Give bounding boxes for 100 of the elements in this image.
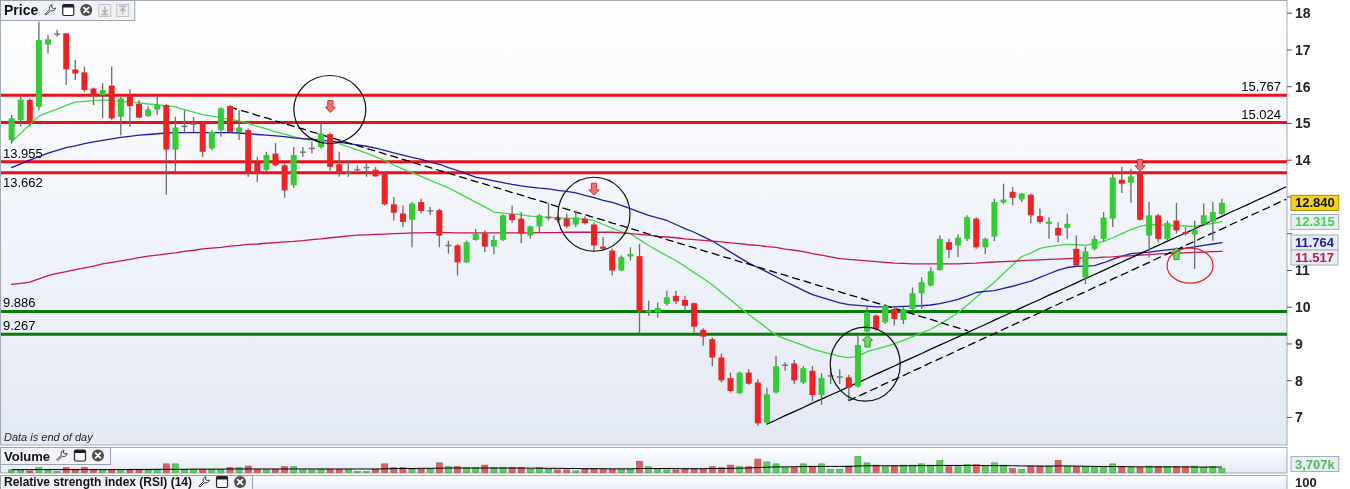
- candlestick: [955, 233, 962, 258]
- candlestick: [454, 243, 461, 277]
- candlestick: [72, 59, 79, 81]
- bar: [1009, 468, 1016, 473]
- candlestick: [172, 116, 179, 173]
- candlestick: [891, 306, 898, 327]
- bar: [699, 469, 707, 473]
- candlestick: [709, 336, 716, 368]
- candlestick: [208, 129, 215, 151]
- candlestick: [1146, 201, 1153, 258]
- bar: [1118, 466, 1126, 473]
- y-tick-label: 10: [1295, 299, 1311, 316]
- text: 100: [1295, 475, 1317, 489]
- ref-line-label: 9.886: [3, 295, 36, 311]
- bar: [1200, 467, 1208, 473]
- bar: [563, 469, 571, 473]
- candlestick: [272, 142, 279, 168]
- bar: [144, 469, 152, 473]
- candlestick: [1100, 211, 1107, 242]
- candlestick: [791, 359, 798, 385]
- text: 12.840: [1295, 195, 1335, 211]
- candlestick: [1118, 166, 1125, 194]
- bar: [554, 469, 561, 473]
- bar: [636, 461, 643, 473]
- candlestick: [399, 204, 406, 228]
- candlestick: [1209, 201, 1216, 242]
- candlestick: [609, 248, 616, 277]
- candlestick: [682, 295, 689, 313]
- ref-line-label: 15.024: [1241, 106, 1281, 122]
- candlestick: [672, 290, 679, 305]
- candlestick: [318, 122, 325, 150]
- bar: [827, 469, 834, 473]
- bar: [17, 469, 25, 473]
- candlestick: [1064, 213, 1071, 240]
- candlestick: [336, 151, 343, 178]
- text: 11.764: [1295, 235, 1335, 251]
- bar: [991, 462, 998, 473]
- y-tick-label: 18: [1295, 5, 1311, 22]
- candlestick: [1046, 216, 1053, 240]
- annotation: Data is end of day: [4, 431, 95, 443]
- bar: [754, 458, 762, 473]
- candlestick: [1055, 221, 1062, 243]
- bar: [1091, 467, 1098, 473]
- bar: [1100, 467, 1107, 473]
- text: 12.315: [1295, 214, 1335, 230]
- text: 3,707k: [1295, 456, 1336, 472]
- ref-line-label: 13.662: [3, 174, 43, 190]
- candlestick: [53, 29, 61, 38]
- candlestick: [800, 365, 807, 385]
- y-tick-label: 15: [1295, 115, 1311, 132]
- bar: [408, 469, 416, 473]
- candlestick: [1127, 168, 1134, 204]
- candlestick: [964, 214, 971, 242]
- candlestick: [463, 240, 470, 264]
- candlestick: [509, 204, 516, 224]
- bar: [1073, 466, 1080, 473]
- bar: [945, 466, 953, 473]
- bar: [1136, 467, 1144, 473]
- candlestick: [26, 97, 33, 128]
- candlestick: [909, 286, 916, 312]
- text: Relative strength index (RSI) (14): [4, 475, 193, 489]
- candlestick: [591, 222, 598, 253]
- candlestick: [1200, 202, 1207, 228]
- candlestick: [818, 372, 825, 406]
- candlestick: [845, 374, 852, 402]
- bar: [836, 469, 844, 473]
- bar: [936, 460, 944, 473]
- y-tick-label: 14: [1295, 152, 1311, 169]
- candlestick: [45, 34, 52, 54]
- candlestick: [390, 196, 397, 222]
- candlestick: [727, 371, 734, 394]
- bar: [417, 469, 425, 473]
- candlestick: [581, 215, 588, 226]
- candlestick: [927, 266, 934, 288]
- candlestick: [1036, 208, 1043, 225]
- y-tick-label: 8: [1295, 372, 1303, 389]
- bar: [299, 469, 307, 473]
- bar: [891, 465, 898, 473]
- bar: [654, 469, 662, 473]
- y-tick-label: 9: [1295, 335, 1303, 352]
- candlestick: [600, 236, 607, 252]
- y-tick-label: 17: [1295, 41, 1311, 58]
- bar: [8, 469, 15, 473]
- bar: [1018, 469, 1026, 473]
- candlestick: [736, 370, 743, 395]
- candlestick: [1155, 213, 1162, 243]
- ref-line-label: 13.955: [3, 145, 43, 161]
- chart-title: Volume: [4, 448, 50, 463]
- candlestick: [81, 65, 88, 93]
- candlestick: [217, 106, 224, 138]
- candlestick: [882, 303, 889, 325]
- candlestick: [1173, 202, 1180, 235]
- line-series: [848, 198, 1287, 402]
- bar: [627, 469, 634, 473]
- candlestick: [1027, 193, 1034, 224]
- candlestick: [490, 234, 497, 255]
- candlestick: [236, 109, 243, 141]
- candlestick: [481, 229, 488, 253]
- candlestick: [718, 352, 725, 384]
- candlestick: [918, 276, 925, 310]
